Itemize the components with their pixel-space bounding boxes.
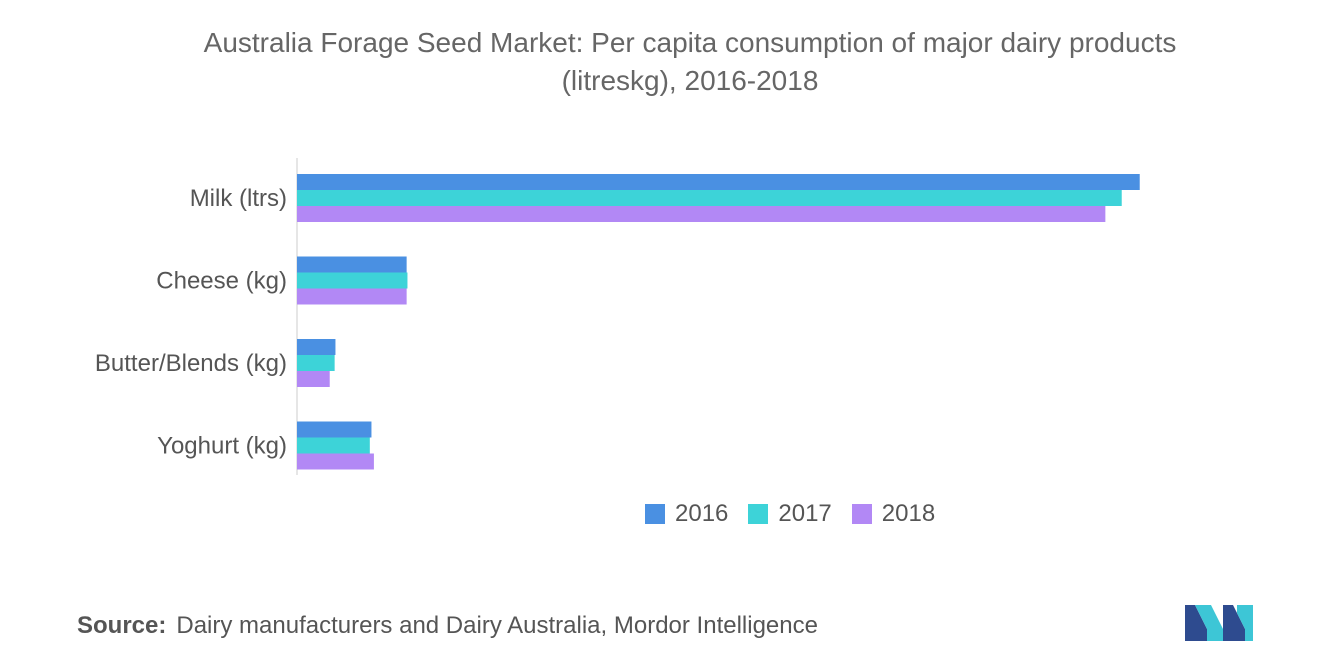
category-label: Yoghurt (kg) xyxy=(157,433,287,460)
chart-subtitle: (litreskg), 2016-2018 xyxy=(561,65,819,96)
source-note: Source: Dairy manufacturers and Dairy Aus… xyxy=(77,612,818,640)
bar-2017 xyxy=(297,437,370,454)
bar-2017 xyxy=(297,355,335,371)
legend-swatch-2018 xyxy=(851,504,872,524)
legend: 2016 2017 2018 xyxy=(645,500,935,528)
bar-2016 xyxy=(297,174,1140,190)
legend-label-2016: 2016 xyxy=(675,500,729,527)
bar-2018 xyxy=(297,206,1106,222)
source-text: Dairy manufacturers and Dairy Australia,… xyxy=(176,612,818,639)
legend-swatch-2016 xyxy=(645,504,665,524)
bar-2018 xyxy=(297,371,330,387)
category-label: Butter/Blends (kg) xyxy=(95,350,287,377)
bar-2016 xyxy=(297,256,407,273)
bar-2016 xyxy=(297,421,372,438)
mordor-intelligence-logo-icon xyxy=(1185,605,1253,641)
legend-label-2018: 2018 xyxy=(881,500,936,527)
category-label: Cheese (kg) xyxy=(156,268,287,295)
bar-2017 xyxy=(297,272,408,289)
legend-swatch-2017 xyxy=(748,504,769,524)
legend-item-2017: 2017 xyxy=(748,500,832,528)
source-label: Source: xyxy=(77,612,167,639)
legend-label-2017: 2017 xyxy=(778,500,832,527)
legend-item-2016: 2016 xyxy=(645,500,728,528)
legend-item-2018: 2018 xyxy=(851,500,936,528)
bar-2018 xyxy=(297,453,374,470)
bar-2018 xyxy=(297,288,407,305)
bar-2016 xyxy=(297,339,336,355)
chart-title: Australia Forage Seed Market: Per capita… xyxy=(203,27,1177,58)
bar-2017 xyxy=(297,190,1122,206)
category-label: Milk (ltrs) xyxy=(190,185,287,212)
